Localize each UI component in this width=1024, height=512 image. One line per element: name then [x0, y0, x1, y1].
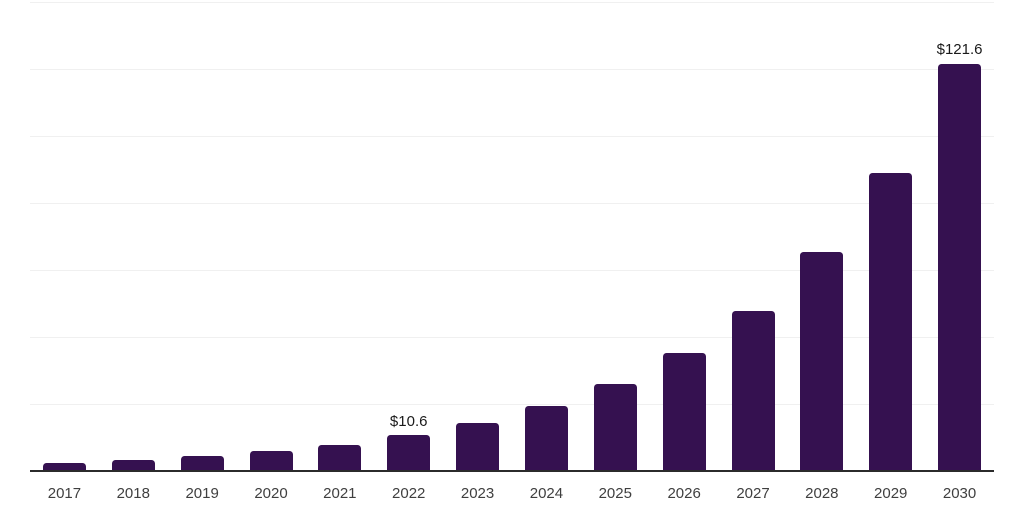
- x-tick-label-2024: 2024: [529, 485, 564, 502]
- x-tick-label-2022: 2022: [392, 485, 426, 502]
- bar-value-label-2022: $10.6: [389, 412, 428, 430]
- bar-2027: [731, 310, 775, 471]
- x-tick-label-2030: 2030: [942, 485, 977, 502]
- gridline-20: [30, 404, 994, 405]
- bar-2025: [593, 383, 637, 471]
- x-tick-label-2019: 2019: [185, 485, 219, 502]
- bar-2029: [869, 172, 913, 471]
- x-axis-line: [30, 470, 994, 472]
- x-tick-label-2025: 2025: [598, 485, 632, 502]
- bar-2030: [938, 63, 982, 471]
- bar-2019: [180, 456, 224, 471]
- bar-2018: [111, 459, 155, 471]
- x-tick-label-2026: 2026: [667, 485, 701, 502]
- bar-2024: [524, 406, 568, 471]
- x-tick-label-2021: 2021: [323, 485, 357, 502]
- bar-2028: [800, 252, 844, 471]
- x-tick-label-2017: 2017: [47, 485, 82, 502]
- gridline-100: [30, 136, 994, 137]
- x-tick-label-2018: 2018: [116, 485, 150, 502]
- x-tick-label-2027: 2027: [736, 485, 770, 502]
- gridline-80: [30, 203, 994, 204]
- bar-value-label-2030: $121.6: [936, 40, 983, 58]
- bar-2026: [662, 353, 706, 471]
- bar-2022: [387, 435, 431, 471]
- gridline-140: [30, 2, 994, 3]
- x-tick-label-2023: 2023: [460, 485, 495, 502]
- bar-2021: [318, 444, 362, 471]
- x-tick-label-2028: 2028: [805, 485, 839, 502]
- x-tick-label-2020: 2020: [254, 485, 288, 502]
- x-tick-label-2029: 2029: [874, 485, 908, 502]
- bar-2023: [456, 423, 500, 471]
- gridline-120: [30, 69, 994, 70]
- gridline-60: [30, 270, 994, 271]
- bar-2020: [249, 450, 293, 471]
- gridline-40: [30, 337, 994, 338]
- bar-2017: [42, 462, 86, 471]
